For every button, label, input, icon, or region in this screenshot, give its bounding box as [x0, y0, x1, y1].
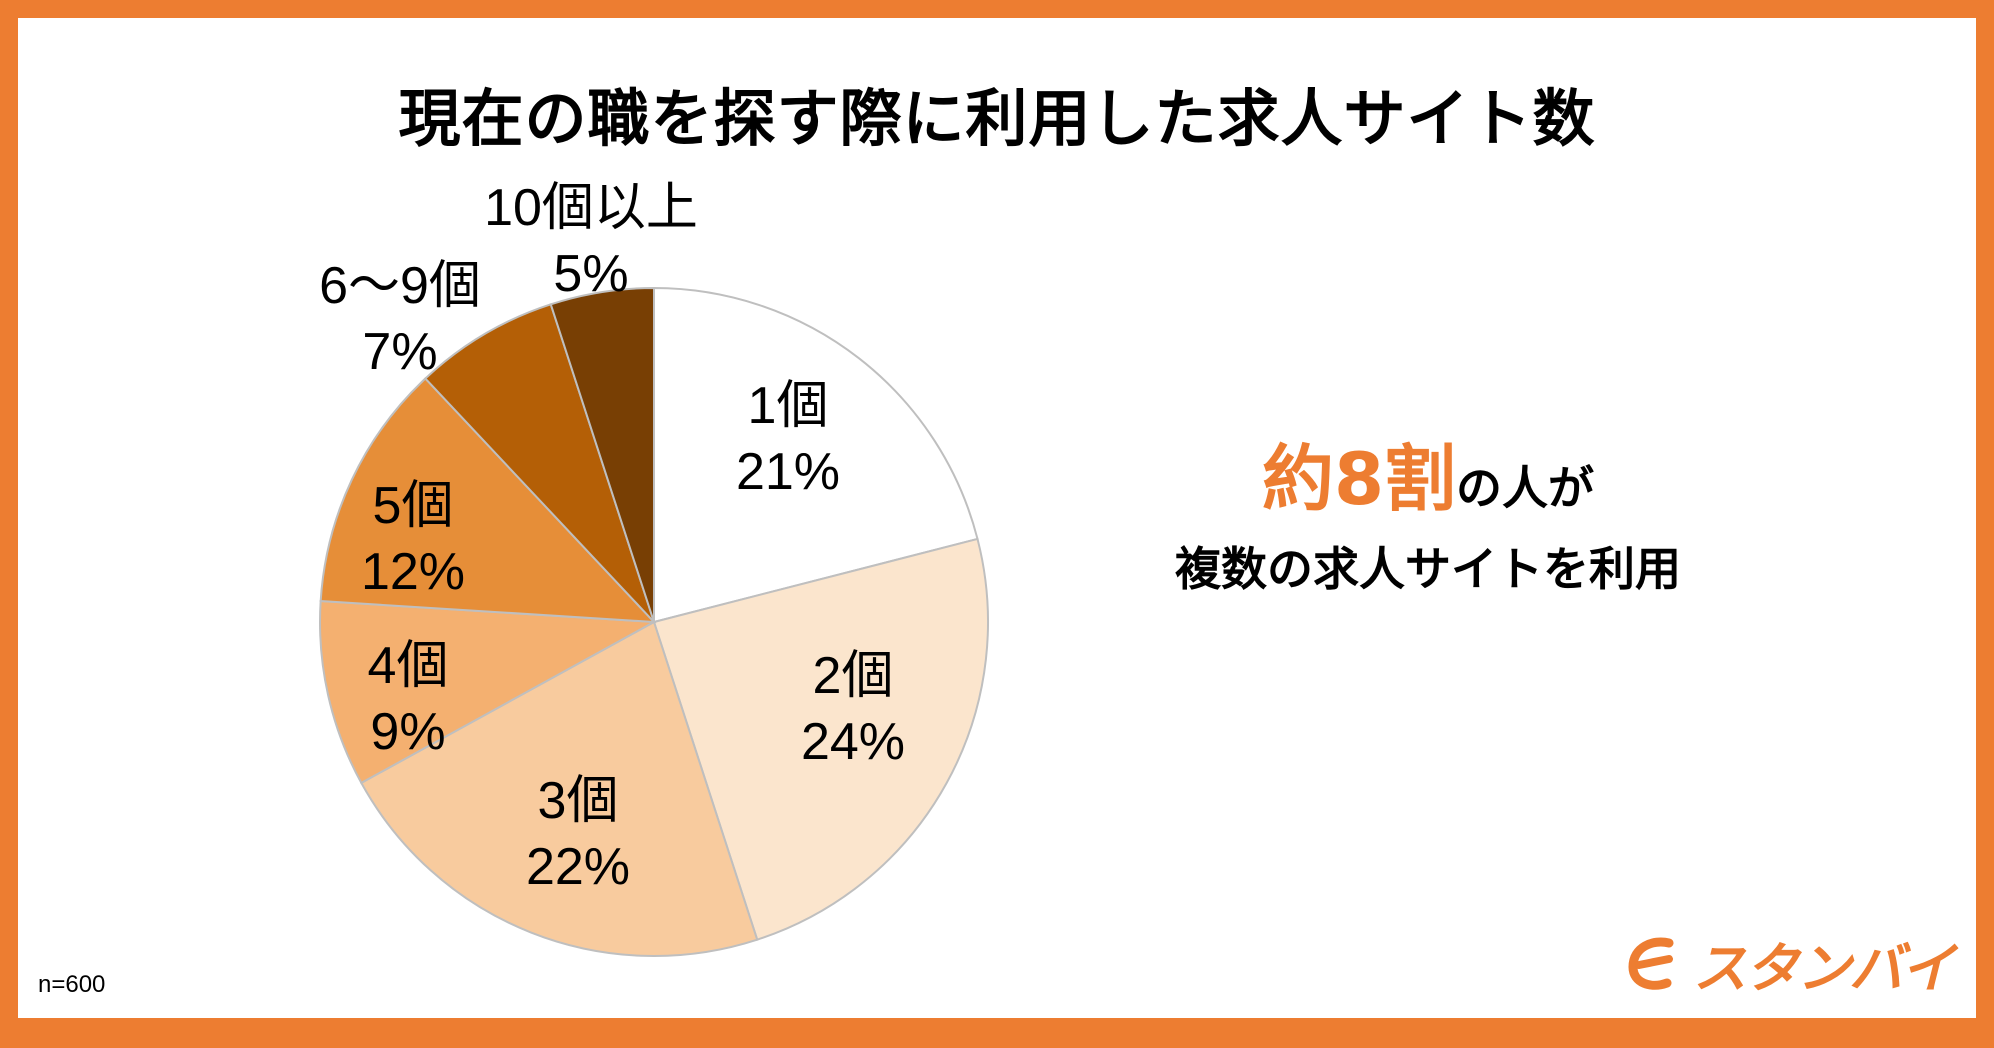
pie-chart: 1個 21% 2個 24% 3個 22% 4個 9% 5個 12% 6～9個 7% 10個以上 5%: [319, 179, 989, 957]
slice-value-2: 24%: [801, 713, 905, 771]
slice-label-7: 10個以上: [484, 179, 698, 237]
chart-frame: 現在の職を探す際に利用した求人サイト数 1個 21% 2個 24% 3個 22% 4個 9% 5…: [18, 18, 1976, 1018]
slice-value-1: 21%: [736, 443, 840, 501]
logo-text: スタンバイ: [1693, 937, 1955, 1000]
callout: 約8割の人が 複数の求人サイトを利用: [1038, 443, 1818, 599]
chart-title: 現在の職を探す際に利用した求人サイト数: [398, 82, 1596, 155]
callout-line1: 約8割の人が: [1038, 443, 1818, 515]
pie-slice-5: [319, 377, 657, 624]
slice-value-5: 12%: [361, 543, 465, 601]
pie-slice-7: [549, 286, 655, 623]
slice-label-4: 4個: [368, 637, 449, 695]
pie-slice-6: [423, 303, 655, 623]
slice-label-6: 6～9個: [319, 257, 481, 315]
brand-logo: スタンバイ: [1625, 924, 1955, 1003]
sample-size-note: n=600: [38, 971, 106, 998]
pie-slice-1: [653, 286, 979, 624]
callout-highlight: 約8割: [1261, 437, 1457, 521]
slice-label-2: 2個: [813, 647, 894, 705]
slice-value-4: 9%: [370, 703, 445, 761]
slice-label-3: 3個: [538, 772, 619, 830]
slice-value-7: 5%: [553, 245, 628, 303]
pie-slice-2: [652, 537, 989, 941]
slice-value-6: 7%: [362, 323, 437, 381]
callout-line2: 複数の求人サイトを利用: [1175, 542, 1681, 596]
slice-value-3: 22%: [526, 838, 630, 896]
logo-mark-icon: [1628, 937, 1674, 990]
pie-slice-4: [319, 599, 658, 785]
callout-line1-rest: の人が: [1456, 461, 1595, 515]
slice-label-1: 1個: [748, 377, 829, 435]
pie-slice-3: [359, 620, 759, 957]
slice-label-5: 5個: [373, 477, 454, 535]
